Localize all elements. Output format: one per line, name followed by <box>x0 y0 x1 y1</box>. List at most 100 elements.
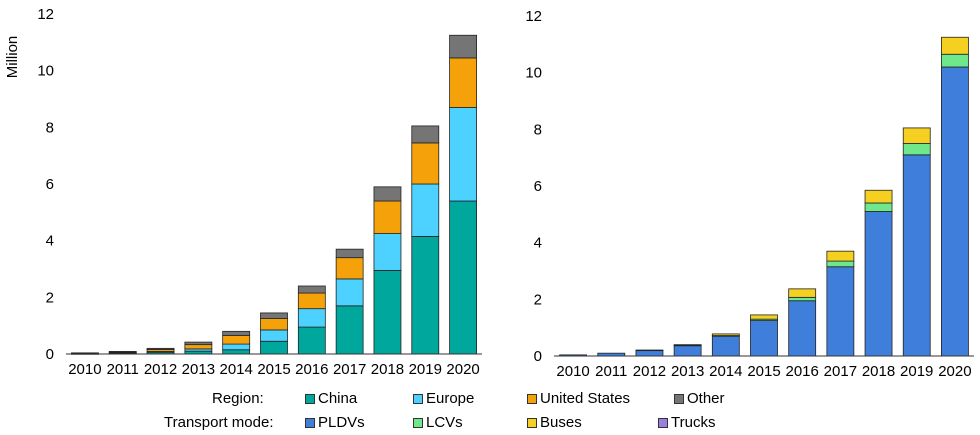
bar-segment-buses-2017 <box>826 250 855 262</box>
bar-segment-pldvs-2019 <box>902 154 931 357</box>
y-tick-label: 12 <box>37 6 54 23</box>
bar-segment-other-2020 <box>449 34 477 59</box>
china-swatch <box>305 394 315 404</box>
bar-segment-europe-2014 <box>222 343 251 351</box>
bar-segment-lcvs-2020 <box>941 53 969 68</box>
x-tick-label: 2010 <box>556 363 589 380</box>
x-tick-label: 2013 <box>671 363 704 380</box>
bar-segment-buses-2014 <box>711 333 740 336</box>
legend-mode-label: Transport mode: <box>164 414 274 431</box>
x-tick-label: 2010 <box>68 361 101 378</box>
bar-segment-china-2017 <box>335 305 364 355</box>
bar-segment-other-2010 <box>71 352 99 354</box>
y-tick-label: 2 <box>534 291 542 308</box>
other-swatch <box>674 394 684 404</box>
legend-label-other: Other <box>687 390 725 407</box>
x-tick-label: 2016 <box>295 361 328 378</box>
bar-segment-pldvs-2016 <box>788 300 817 357</box>
legend-region-label: Region: <box>212 390 264 407</box>
bar-segment-europe-2018 <box>373 233 402 271</box>
legend-label-united-states: United States <box>540 390 631 407</box>
chart-by-transport-mode: 0 2 4 6 8 10 12 2010 2011 2012 2013 2014 2015 2016 201… <box>525 8 974 380</box>
y-tick-label: 8 <box>534 121 542 138</box>
x-tick-label: 2017 <box>824 363 857 380</box>
x-tick-label: 2011 <box>107 361 139 378</box>
y-tick-label: 6 <box>534 178 542 195</box>
y-tick-label: 10 <box>37 63 54 80</box>
lcvs-swatch <box>413 418 423 428</box>
bar-segment-europe-2017 <box>335 278 364 307</box>
bar-segment-pldvs-2013 <box>673 345 702 357</box>
x-tick-label: 2015 <box>747 363 780 380</box>
bar-segment-other-2011 <box>108 351 137 353</box>
europe-swatch <box>413 394 423 404</box>
x-tick-label: 2015 <box>257 361 290 378</box>
x-tick-label: 2019 <box>409 361 442 378</box>
x-tick-label: 2014 <box>219 361 252 378</box>
x-tick-label: 2018 <box>862 363 895 380</box>
x-tick-label: 2018 <box>371 361 404 378</box>
bar-segment-china-2015 <box>260 340 288 355</box>
bar-segment-buses-2018 <box>864 189 893 204</box>
buses-swatch <box>527 418 537 428</box>
bar-segment-china-2014 <box>222 349 251 355</box>
bar-segment-other-2018 <box>373 186 402 202</box>
y-tick-label: 6 <box>46 176 54 193</box>
bar-segment-china-2020 <box>449 200 477 355</box>
bar-segment-pldvs-2018 <box>864 211 893 357</box>
bar-segment-other-2017 <box>335 248 364 259</box>
y-tick-label: 4 <box>534 235 542 252</box>
bar-segment-buses-2020 <box>941 36 969 55</box>
bar-segment-china-2016 <box>297 326 326 355</box>
legend-label-trucks: Trucks <box>671 414 716 431</box>
x-tick-label: 2012 <box>633 363 666 380</box>
bar-segment-europe-2016 <box>297 308 326 328</box>
bar-segment-other-2019 <box>411 125 440 144</box>
bar-segment-buses-2015 <box>750 314 778 320</box>
legend-region: Region: China Europe United States Other <box>0 390 980 410</box>
bar-segment-buses-2019 <box>902 127 931 144</box>
bar-segment-china-2019 <box>411 236 440 355</box>
y-tick-label: 2 <box>46 289 54 306</box>
y-tick-label: 12 <box>525 8 542 25</box>
x-tick-label: 2012 <box>144 361 177 378</box>
united-states-swatch <box>527 394 537 404</box>
bar-segment-united-states-2016 <box>297 292 326 310</box>
bar-segment-buses-2016 <box>788 288 817 298</box>
legend-label-europe: Europe <box>426 390 475 407</box>
bar-segment-united-states-2020 <box>449 57 477 108</box>
bar-segment-united-states-2019 <box>411 142 440 185</box>
bar-segment-united-states-2014 <box>222 335 251 345</box>
legend-label-pldvs: PLDVs <box>318 414 365 431</box>
legend-transport-mode: Transport mode: PLDVs LCVs Buses Trucks <box>0 414 980 434</box>
pldvs-swatch <box>305 418 315 428</box>
bar-segment-pldvs-2017 <box>826 266 855 357</box>
x-tick-label: 2011 <box>595 363 627 380</box>
bar-segment-united-states-2018 <box>373 200 402 234</box>
bar-segment-other-2014 <box>222 330 251 336</box>
bar-segment-europe-2019 <box>411 183 440 237</box>
bar-segment-europe-2020 <box>449 107 477 202</box>
y-tick-label: 0 <box>534 348 542 365</box>
bar-segment-lcvs-2016 <box>788 296 817 302</box>
bar-segment-lcvs-2019 <box>902 143 931 156</box>
bar-segment-china-2018 <box>373 270 402 355</box>
legend-label-buses: Buses <box>540 414 582 431</box>
y-tick-label: 0 <box>46 346 54 363</box>
x-tick-label: 2019 <box>900 363 933 380</box>
bar-segment-lcvs-2018 <box>864 202 893 212</box>
x-tick-label: 2014 <box>709 363 742 380</box>
bar-segment-europe-2015 <box>260 329 288 342</box>
y-tick-label: 4 <box>46 233 54 250</box>
y-axis-label: Million <box>4 36 21 79</box>
bar-segment-united-states-2017 <box>335 257 364 280</box>
bar-segment-united-states-2013 <box>184 344 213 350</box>
y-tick-label: 10 <box>525 65 542 82</box>
y-tick-label: 8 <box>46 119 54 136</box>
bar-segment-buses-2012 <box>635 349 664 352</box>
bar-segment-pldvs-2012 <box>635 349 664 357</box>
x-tick-label: 2020 <box>938 363 971 380</box>
bar-segment-other-2013 <box>184 341 213 346</box>
bar-segment-united-states-2015 <box>260 318 288 331</box>
